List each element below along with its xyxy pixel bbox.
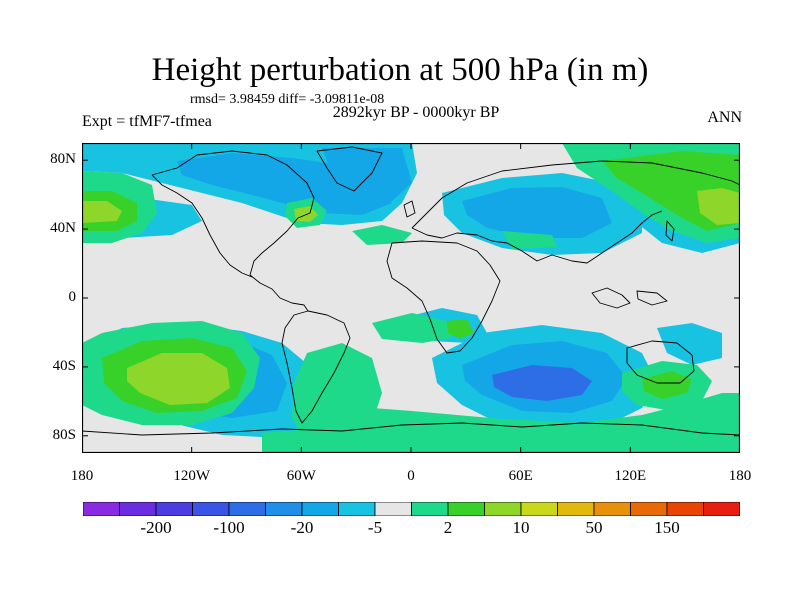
colorbar-segment (338, 502, 376, 516)
contour-positive-southeast-pacific (262, 428, 342, 453)
coastline-australia (626, 340, 695, 384)
contour-positive-north-atlantic-core (294, 206, 318, 222)
colorbar-segment (484, 502, 522, 516)
lon-tick-label: 120W (173, 468, 210, 484)
colorbar-segment (593, 502, 631, 516)
colorbar-segment (192, 502, 230, 516)
colorbar-label: -200 (140, 518, 172, 537)
colorbar-segment (703, 502, 740, 516)
coastline-maritime-continent (591, 287, 668, 309)
season-label: ANN (707, 109, 742, 126)
colorbar-segment (411, 502, 449, 516)
colorbar-label: 10 (512, 518, 530, 537)
coastline-south-america (281, 310, 351, 424)
stats-line: rmsd= 3.98459 diff= -3.09811e-08 (190, 92, 385, 107)
colorbar-segment (83, 502, 120, 516)
lon-tick-label: 180 (70, 468, 94, 484)
lon-tick-label: 180 (728, 468, 752, 484)
coastline-british-isles (403, 200, 416, 218)
contour-positive-southern-africa (447, 319, 474, 339)
colorbar-label: -5 (367, 518, 383, 537)
lon-tick-label: 120E (614, 468, 647, 484)
contour-positive-australia-core (642, 371, 692, 399)
contour-map (82, 143, 740, 453)
figure-title: Height perturbation at 500 hPa (in m) (151, 52, 649, 88)
colorbar-segment (119, 502, 157, 516)
colorbar-segment (666, 502, 704, 516)
colorbar-label: -20 (290, 518, 314, 537)
contour-fields (82, 143, 740, 453)
lon-tick-label: 0 (407, 468, 415, 484)
lon-tick-label: 60E (508, 468, 533, 484)
contour-positive-mediterranean (352, 225, 412, 245)
lat-tick-label: 40S (52, 357, 76, 374)
contour-positive-siberia-core (697, 188, 740, 225)
lon-tick-label: 60W (286, 468, 316, 484)
coastline-japan (665, 220, 675, 242)
contour-negative-southern-indian-core (492, 365, 592, 401)
colorbar (83, 502, 740, 516)
colorbar-label: 150 (654, 518, 680, 537)
coastline-greenland (316, 146, 383, 192)
contour-positive-north-pacific-center (82, 201, 122, 223)
colorbar-segment (265, 502, 303, 516)
contour-positive-southern-pacific-core (127, 353, 230, 405)
colorbar-label: 50 (585, 518, 603, 537)
coastlines (82, 146, 740, 436)
colorbar-segment (374, 502, 412, 516)
period-label: 2892kyr BP - 0000kyr BP (332, 104, 500, 121)
lat-tick-label: 80N (50, 151, 76, 168)
coastline-north-america (151, 150, 315, 312)
experiment-label: Expt = tfMF7-tfmea (82, 113, 212, 130)
coastline-eurasia (411, 160, 740, 264)
colorbar-segment (155, 502, 193, 516)
colorbar-segment (301, 502, 339, 516)
colorbar-segment (228, 502, 266, 516)
coastline-africa (386, 240, 501, 354)
contour-positive-middle-east (502, 231, 557, 249)
contour-negative-eurasia-core (462, 187, 612, 238)
map-tick-marks (82, 143, 740, 453)
colorbar-segment (630, 502, 668, 516)
contour-positive-tropical-atlantic (372, 313, 452, 343)
lat-tick-label: 0 (68, 289, 77, 305)
colorbar-label: -100 (213, 518, 245, 537)
colorbar-segment (557, 502, 595, 516)
colorbar-label: 2 (443, 518, 453, 537)
lat-tick-label: 40N (50, 220, 76, 237)
colorbar-segment (447, 502, 485, 516)
contour-negative-north-atlantic (322, 148, 412, 201)
lat-tick-label: 80S (52, 426, 76, 443)
coastline-antarctica (82, 422, 740, 436)
contour-positive-antarctic (332, 393, 740, 453)
colorbar-segment (520, 502, 558, 516)
contour-negative-southwest-pacific (657, 323, 722, 365)
